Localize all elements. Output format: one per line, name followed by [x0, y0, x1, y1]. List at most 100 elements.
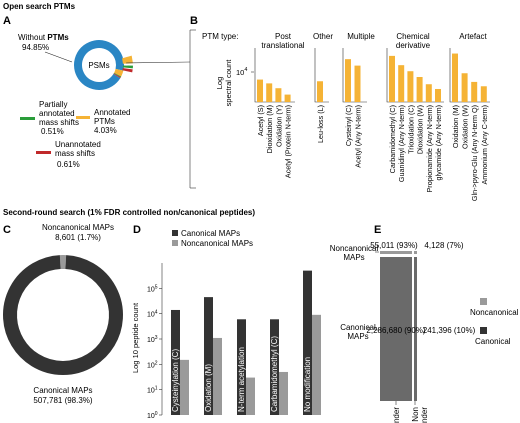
panel-b-bar — [407, 71, 414, 102]
panel-b-bar — [480, 86, 487, 102]
panel-d-bar-canonical — [171, 309, 180, 415]
panel-d-ytick-exp: 5 — [155, 284, 158, 290]
legend-noncanonical-label: Noncanonical MAPs — [181, 239, 253, 248]
panel-b-bar-label: Leu-loss (L) — [316, 105, 325, 143]
panel-b-bar — [425, 84, 432, 102]
panel-b-group-title-3: Chemical — [396, 32, 430, 41]
panel-d-bar-noncanonical — [180, 359, 189, 415]
panel-b-group-title2-0: translational — [261, 41, 304, 50]
legend-canonical-swatch — [172, 230, 178, 236]
unannotated-label-1: Unannotated — [55, 140, 101, 149]
panel-b-bar-label: Trioxidation (C) — [406, 105, 415, 154]
without-ptms-pct: 94.85% — [22, 43, 49, 52]
mosaic-c-nonbinder — [414, 257, 417, 401]
panel-d-bar-noncanonical — [246, 377, 255, 415]
without-leader — [44, 51, 73, 63]
col-non-label: Non — [411, 407, 420, 422]
panel-b-bar-label: glycamide (Any N-term) — [434, 105, 443, 180]
canonical-maps-value: 507,781 (98.3%) — [33, 396, 92, 405]
mosaic-c-binder — [380, 257, 412, 401]
panel-d-bar-noncanonical — [279, 371, 288, 415]
annotated-swatch — [76, 116, 90, 119]
panel-d-ylabel: Log 10 peptide count — [131, 302, 140, 373]
annotated-pct: 4.03% — [94, 126, 117, 135]
panel-d-bar-canonical — [204, 297, 213, 415]
panel-b-ylabel-2: spectral count — [224, 59, 233, 107]
col-binder2-label: binder — [420, 407, 429, 423]
panel-d-bar-noncanonical — [312, 314, 321, 415]
value-c-nonbinder: 241,396 (10%) — [423, 326, 476, 335]
partial-label-2: annotated — [39, 109, 75, 118]
panel-d-ytick-base: 10 — [147, 362, 155, 369]
panel-b-group-title-0: Post — [275, 32, 292, 41]
panel-b-group-title-1: Other — [313, 32, 333, 41]
panel-d-bar-canonical — [270, 319, 279, 415]
header-open-search: Open search PTMs — [3, 2, 76, 11]
panel-d-ytick-exp: 0 — [155, 411, 158, 417]
panel-d-ytick-exp: 4 — [155, 310, 158, 316]
panel-b-ytick-base: 10 — [236, 68, 244, 77]
panel-b-bar — [452, 53, 458, 102]
unannotated-swatch — [36, 151, 51, 154]
panel-b-bar — [345, 59, 351, 102]
panel-d-bar-canonical — [237, 319, 246, 415]
panel-b-bar — [471, 81, 478, 102]
panel-d-category-label: No modification — [303, 357, 312, 412]
panel-b-bar-label: Oxidation (Y) — [274, 105, 283, 147]
panel-b-bar-label: Oxidation (W) — [461, 105, 470, 149]
panel-b-bar — [354, 65, 361, 102]
panel-b-axis-3 — [386, 48, 444, 103]
legend-canonical-label: Canonical MAPs — [181, 229, 240, 238]
panel-d-ytick-label: 100 — [147, 411, 158, 420]
psm-center-label: PSMs — [88, 61, 109, 70]
panel-d-ytick-label: 105 — [147, 284, 158, 293]
panel-b-ytick: 104 — [236, 67, 247, 77]
panel-d-category-label: Oxidation (M) — [204, 364, 213, 412]
panel-b-bar-label: Dioxidation (M) — [265, 105, 274, 153]
unannotated-label-2: mass shifts — [55, 149, 95, 158]
donut-unannotated-wedge — [122, 68, 133, 73]
panel-b-bar — [461, 73, 468, 102]
panel-b-bar — [389, 55, 395, 102]
panel-d-category-label: Carbamidomethyl (C) — [270, 336, 279, 412]
annotated-label-1: Annotated — [94, 108, 130, 117]
panel-b-bar-label: Oxidation (M) — [451, 105, 460, 148]
panel-b-bar — [266, 83, 273, 102]
panel-d-ytick-base: 10 — [147, 337, 155, 344]
panel-b-bar — [435, 88, 441, 102]
partial-swatch — [20, 117, 35, 120]
panel-b-bar-label: Dioxidation (W) — [416, 105, 425, 154]
panel-d-category-label: Cysteinylation (C) — [171, 349, 180, 412]
noncanonical-maps-value: 8,601 (1.7%) — [55, 233, 101, 242]
panel-d-bar-canonical — [303, 270, 312, 415]
noncanonical-maps-label: Noncanonical MAPs — [42, 223, 114, 232]
panel-d-ytick-label: 104 — [147, 310, 158, 319]
panel-b-bar — [398, 65, 405, 102]
panel-b-letter: B — [190, 15, 198, 27]
col-binder-label: Binder — [392, 407, 401, 423]
value-nc-binder: 55,011 (93%) — [370, 241, 418, 250]
panel-a-letter: A — [3, 15, 11, 27]
donut-without-ptms — [74, 40, 124, 90]
value-c-binder: 2,286,680 (90%) — [366, 326, 425, 335]
mosaic-nc-binder — [380, 251, 412, 254]
donut-annotated-wedge — [122, 55, 133, 64]
panel-d-ytick-base: 10 — [147, 286, 155, 293]
panel-c-letter: C — [3, 224, 11, 236]
panel-b-bar — [284, 94, 291, 102]
without-ptms-label: Without PTMs — [18, 33, 69, 42]
canonical-maps-label: Canonical MAPs — [33, 386, 92, 395]
panel-d-ytick-base: 10 — [147, 388, 155, 395]
row-noncanonical-1: Noncanonical — [330, 244, 379, 253]
e-legend-noncanonical-label: Noncanonical — [470, 308, 519, 317]
e-legend-canonical-swatch — [480, 327, 487, 334]
row-noncanonical-2: MAPs — [343, 253, 364, 262]
panel-b-bar — [275, 88, 282, 102]
panel-b-group-title2-3: derivative — [396, 41, 431, 50]
panel-d-ytick-label: 102 — [147, 360, 158, 369]
panel-b-bar-label: Acetyl (Protein N-term) — [284, 105, 293, 178]
panel-b-bar — [416, 77, 423, 102]
donut-partial-wedge — [122, 65, 133, 69]
